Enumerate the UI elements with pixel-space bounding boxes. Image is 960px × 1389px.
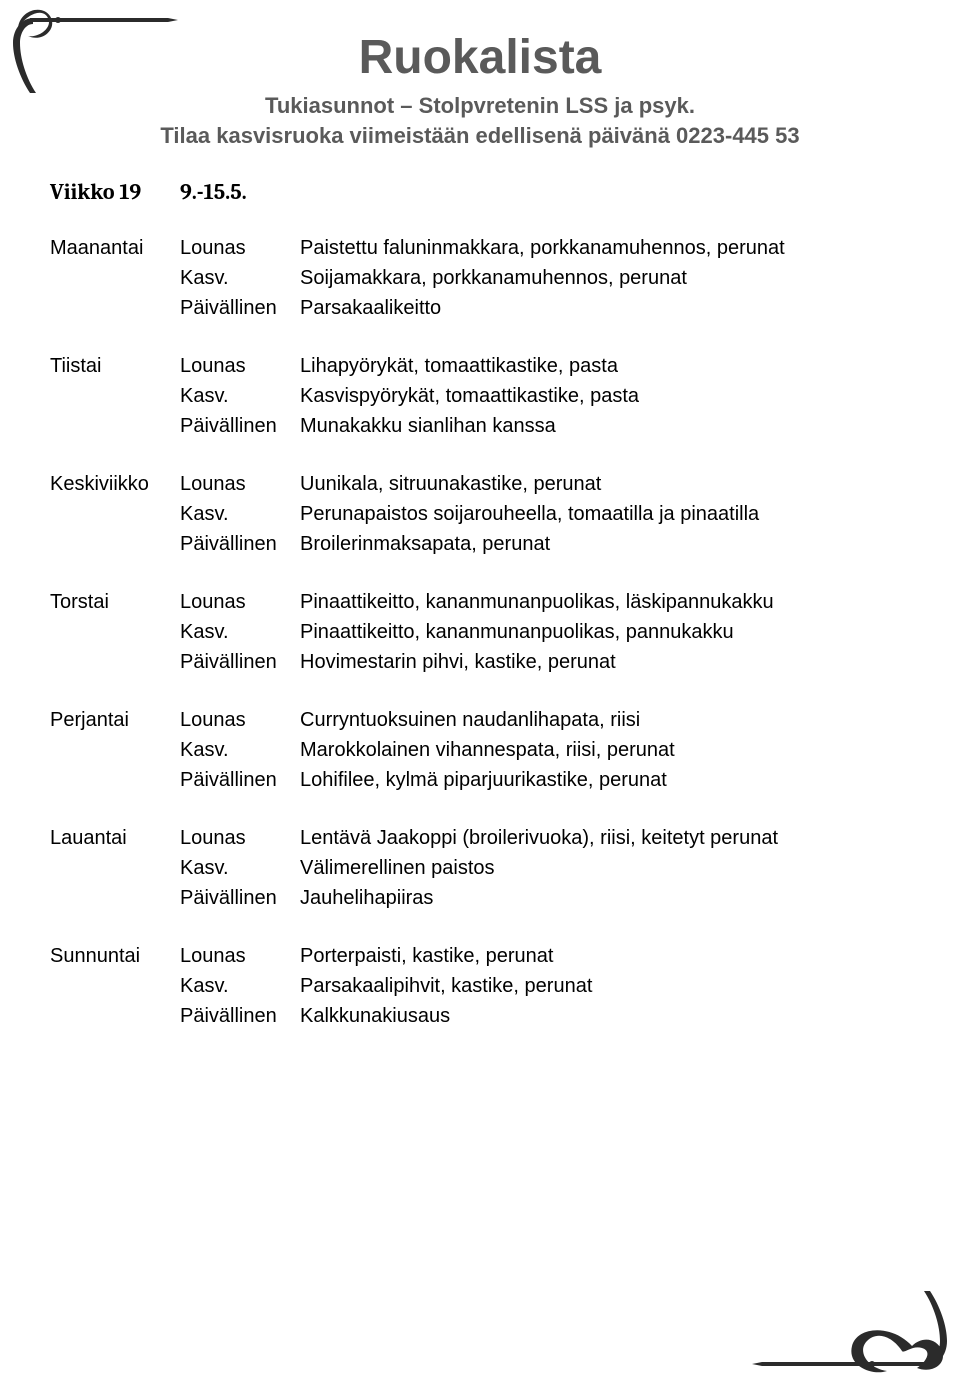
meal-row-paivallinen: Päivällinen Parsakaalikeitto [180,293,910,323]
meal-type-label: Lounas [180,705,300,735]
meals: Lounas Lihapyörykät, tomaattikastike, pa… [180,351,910,441]
week-row: Viikko 19 9.-15.5. [50,179,910,205]
meal-row-kasv: Kasv. Marokkolainen vihannespata, riisi,… [180,735,910,765]
meal-row-lounas: Lounas Uunikala, sitruunakastike, peruna… [180,469,910,499]
meal-type-label: Kasv. [180,971,300,1001]
meal-dish: Parsakaalipihvit, kastike, perunat [300,971,910,1001]
meal-type-label: Lounas [180,233,300,263]
day-monday: Maanantai Lounas Paistettu faluninmakkar… [50,233,910,323]
meals: Lounas Porterpaisti, kastike, perunat Ka… [180,941,910,1031]
meal-dish: Marokkolainen vihannespata, riisi, perun… [300,735,910,765]
meal-row-lounas: Lounas Lentävä Jaakoppi (broilerivuoka),… [180,823,910,853]
meal-dish: Jauhelihapiiras [300,883,910,913]
meal-row-lounas: Lounas Paistettu faluninmakkara, porkkan… [180,233,910,263]
day-name: Tiistai [50,351,180,441]
meal-row-lounas: Lounas Porterpaisti, kastike, perunat [180,941,910,971]
meal-row-paivallinen: Päivällinen Kalkkunakiusaus [180,1001,910,1031]
meal-dish: Uunikala, sitruunakastike, perunat [300,469,910,499]
meal-type-label: Päivällinen [180,647,300,677]
meal-type-label: Lounas [180,469,300,499]
meals: Lounas Pinaattikeitto, kananmunanpuolika… [180,587,910,677]
week-label: Viikko 19 [50,179,180,205]
day-name: Maanantai [50,233,180,323]
meal-type-label: Kasv. [180,853,300,883]
meal-dish: Hovimestarin pihvi, kastike, perunat [300,647,910,677]
meal-dish: Lentävä Jaakoppi (broilerivuoka), riisi,… [300,823,910,853]
meal-row-lounas: Lounas Lihapyörykät, tomaattikastike, pa… [180,351,910,381]
meal-type-label: Päivällinen [180,411,300,441]
meal-row-kasv: Kasv. Soijamakkara, porkkanamuhennos, pe… [180,263,910,293]
meal-dish: Parsakaalikeitto [300,293,910,323]
day-sunday: Sunnuntai Lounas Porterpaisti, kastike, … [50,941,910,1031]
meal-type-label: Kasv. [180,735,300,765]
day-name: Keskiviikko [50,469,180,559]
decorative-corner-bottom-icon [752,1276,952,1381]
meal-dish: Pinaattikeitto, kananmunanpuolikas, läsk… [300,587,910,617]
meal-type-label: Lounas [180,823,300,853]
meal-type-label: Lounas [180,941,300,971]
day-name: Torstai [50,587,180,677]
day-name: Perjantai [50,705,180,795]
meal-dish: Munakakku sianlihan kanssa [300,411,910,441]
meal-dish: Curryntuoksuinen naudanlihapata, riisi [300,705,910,735]
meal-row-kasv: Kasv. Perunapaistos soijarouheella, toma… [180,499,910,529]
day-name: Sunnuntai [50,941,180,1031]
meal-row-kasv: Kasv. Välimerellinen paistos [180,853,910,883]
meal-dish: Pinaattikeitto, kananmunanpuolikas, pann… [300,617,910,647]
meal-type-label: Kasv. [180,381,300,411]
meal-row-kasv: Kasv. Kasvispyörykät, tomaattikastike, p… [180,381,910,411]
meals: Lounas Lentävä Jaakoppi (broilerivuoka),… [180,823,910,913]
meal-type-label: Kasv. [180,617,300,647]
day-thursday: Torstai Lounas Pinaattikeitto, kananmuna… [50,587,910,677]
meal-type-label: Päivällinen [180,883,300,913]
day-wednesday: Keskiviikko Lounas Uunikala, sitruunakas… [50,469,910,559]
meal-type-label: Päivällinen [180,1001,300,1031]
day-saturday: Lauantai Lounas Lentävä Jaakoppi (broile… [50,823,910,913]
meal-dish: Porterpaisti, kastike, perunat [300,941,910,971]
meal-row-paivallinen: Päivällinen Jauhelihapiiras [180,883,910,913]
meal-row-paivallinen: Päivällinen Lohifilee, kylmä piparjuurik… [180,765,910,795]
meal-row-lounas: Lounas Pinaattikeitto, kananmunanpuolika… [180,587,910,617]
meal-dish: Broilerinmaksapata, perunat [300,529,910,559]
meal-dish: Kalkkunakiusaus [300,1001,910,1031]
meal-type-label: Päivällinen [180,293,300,323]
day-friday: Perjantai Lounas Curryntuoksuinen naudan… [50,705,910,795]
meal-dish: Perunapaistos soijarouheella, tomaatilla… [300,499,910,529]
week-dates: 9.-15.5. [180,179,247,205]
meal-type-label: Päivällinen [180,529,300,559]
day-tuesday: Tiistai Lounas Lihapyörykät, tomaattikas… [50,351,910,441]
meal-dish: Välimerellinen paistos [300,853,910,883]
subtitle-order-info: Tilaa kasvisruoka viimeistään edellisenä… [50,123,910,149]
menu: Maanantai Lounas Paistettu faluninmakkar… [50,233,910,1031]
decorative-corner-top-icon [8,8,178,103]
meal-row-paivallinen: Päivällinen Hovimestarin pihvi, kastike,… [180,647,910,677]
meal-row-paivallinen: Päivällinen Munakakku sianlihan kanssa [180,411,910,441]
meal-dish: Paistettu faluninmakkara, porkkanamuhenn… [300,233,910,263]
meal-type-label: Kasv. [180,263,300,293]
page-title: Ruokalista [50,30,910,85]
meal-row-kasv: Kasv. Pinaattikeitto, kananmunanpuolikas… [180,617,910,647]
meal-type-label: Lounas [180,587,300,617]
subtitle-location: Tukiasunnot – Stolpvretenin LSS ja psyk. [50,93,910,119]
meal-row-paivallinen: Päivällinen Broilerinmaksapata, perunat [180,529,910,559]
meal-dish: Lihapyörykät, tomaattikastike, pasta [300,351,910,381]
meal-row-lounas: Lounas Curryntuoksuinen naudanlihapata, … [180,705,910,735]
meals: Lounas Curryntuoksuinen naudanlihapata, … [180,705,910,795]
day-name: Lauantai [50,823,180,913]
meal-type-label: Lounas [180,351,300,381]
meals: Lounas Uunikala, sitruunakastike, peruna… [180,469,910,559]
meal-type-label: Päivällinen [180,765,300,795]
meal-dish: Soijamakkara, porkkanamuhennos, perunat [300,263,910,293]
meal-row-kasv: Kasv. Parsakaalipihvit, kastike, perunat [180,971,910,1001]
page: Ruokalista Tukiasunnot – Stolpvretenin L… [0,0,960,1389]
meal-dish: Kasvispyörykät, tomaattikastike, pasta [300,381,910,411]
meal-type-label: Kasv. [180,499,300,529]
meal-dish: Lohifilee, kylmä piparjuurikastike, peru… [300,765,910,795]
meals: Lounas Paistettu faluninmakkara, porkkan… [180,233,910,323]
